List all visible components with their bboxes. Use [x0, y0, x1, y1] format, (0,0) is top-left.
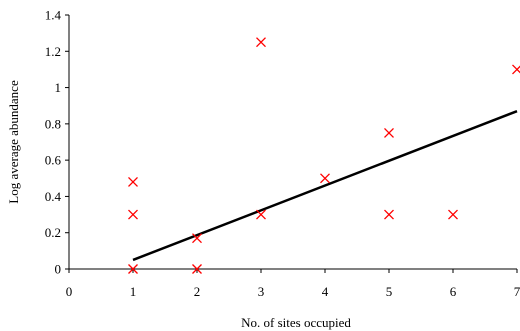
- data-point: [320, 173, 330, 184]
- data-point-stroke: [256, 209, 266, 220]
- data-point: [192, 233, 202, 244]
- data-point: [256, 209, 266, 220]
- trendline: [132, 109, 518, 262]
- data-point-stroke: [192, 264, 202, 274]
- tick-marks: [65, 14, 518, 273]
- data-point-stroke: [128, 176, 138, 187]
- y-tick-label: 0.2: [45, 225, 61, 240]
- trendline-group: [132, 109, 518, 262]
- data-point-stroke: [384, 209, 394, 220]
- data-points: [128, 37, 520, 274]
- data-point: [128, 209, 138, 220]
- y-tick-label: 0.8: [45, 116, 61, 131]
- x-tick-label: 4: [322, 284, 329, 299]
- data-point-stroke: [320, 173, 330, 184]
- data-point: [128, 264, 138, 274]
- x-tick-label: 3: [258, 284, 265, 299]
- data-point-stroke: [192, 233, 202, 244]
- y-tick-label: 0.4: [45, 189, 62, 204]
- tick-labels: 0 0.2 0.4 0.6 0.8 1 1.2 1.4 0 1 2 3 4 5 6 7: [45, 8, 520, 300]
- data-point-stroke: [128, 209, 138, 220]
- x-axis-title: No. of sites occupied: [241, 315, 351, 330]
- x-tick-label: 0: [66, 284, 73, 299]
- data-point-stroke: [128, 264, 138, 274]
- data-point: [384, 209, 394, 220]
- data-point: [384, 127, 394, 138]
- x-tick-label: 5: [386, 284, 393, 299]
- data-point: [192, 264, 202, 274]
- axes: [68, 15, 517, 270]
- x-tick-label: 1: [130, 284, 137, 299]
- y-tick-label: 1.2: [45, 44, 61, 59]
- data-point-stroke: [512, 65, 520, 75]
- data-point: [448, 209, 458, 220]
- y-tick-label: 0.6: [45, 153, 62, 168]
- data-point-stroke: [256, 37, 266, 48]
- y-axis-title: Log average abundance: [6, 80, 21, 204]
- data-point: [128, 176, 138, 187]
- data-point: [512, 64, 520, 75]
- y-tick-label: 0: [55, 262, 62, 277]
- data-point-stroke: [384, 127, 394, 138]
- data-point-stroke: [448, 209, 458, 220]
- y-tick-label: 1.4: [45, 8, 62, 23]
- x-tick-label: 6: [450, 284, 457, 299]
- x-tick-label: 7: [514, 284, 520, 299]
- y-tick-label: 1: [55, 80, 62, 95]
- data-point: [256, 37, 266, 48]
- x-tick-label: 2: [194, 284, 201, 299]
